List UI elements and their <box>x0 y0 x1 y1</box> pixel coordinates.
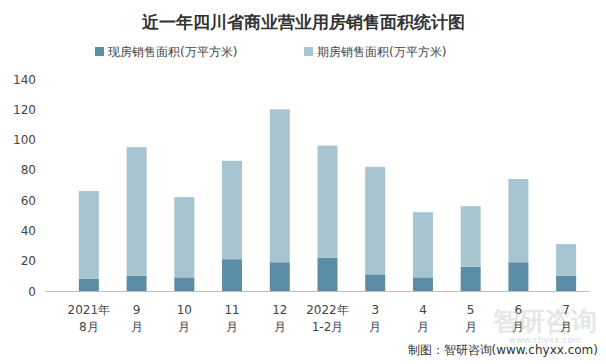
legend-swatch <box>304 47 313 56</box>
bar-segment <box>222 259 242 291</box>
x-tick-line: 4 <box>419 303 427 317</box>
x-tick-label: 11 月 <box>224 303 239 334</box>
y-tick-label: 140 <box>13 73 36 87</box>
x-tick-line: 10 <box>177 303 192 317</box>
x-tick-label: 2021年 8月 <box>68 303 111 334</box>
bar-segment <box>365 167 385 275</box>
bar-segment <box>174 277 194 291</box>
x-tick-label: 5月 <box>465 303 477 334</box>
bar-segment <box>79 279 99 291</box>
y-tick-label: 80 <box>21 163 36 177</box>
bar-segment <box>270 262 290 291</box>
x-tick-line: 3 <box>371 303 379 317</box>
bar-segment <box>127 276 147 291</box>
bar-segment <box>270 109 290 262</box>
x-tick-label: 6月 <box>512 303 524 334</box>
x-tick-line: 月 <box>465 320 477 334</box>
bar-segment <box>461 267 481 291</box>
x-tick-line: 月 <box>226 320 238 334</box>
x-tick-line: 5 <box>467 303 475 317</box>
y-tick-label: 20 <box>21 254 36 268</box>
bar-segment <box>318 258 338 291</box>
x-tick-label: 7月 <box>560 303 572 334</box>
source: 制图：智研咨询(www.chyxx.com) <box>408 343 598 357</box>
x-axis-line <box>45 291 590 292</box>
bar-segment <box>318 146 338 258</box>
bar-segment <box>508 262 528 291</box>
bar-segment <box>461 206 481 267</box>
bar-segment <box>508 179 528 262</box>
bar-segment <box>413 212 433 277</box>
y-tick-label: 120 <box>13 103 36 117</box>
x-tick-line: 月 <box>131 320 143 334</box>
x-tick-label: 10 月 <box>177 303 192 334</box>
x-tick-label: 9月 <box>131 303 143 334</box>
y-tick-label: 0 <box>28 285 36 299</box>
x-tick-line: 月 <box>417 320 429 334</box>
x-tick-line: 1-2月 <box>312 320 344 334</box>
y-tick-label: 40 <box>21 224 36 238</box>
chart-container: 智研咨询www.chyxx.com近一年四川省商业营业用房销售面积统计图现房销售… <box>0 0 606 364</box>
legend-label: 期房销售面积(万平方米) <box>317 45 446 59</box>
chart-svg: 智研咨询www.chyxx.com近一年四川省商业营业用房销售面积统计图现房销售… <box>0 0 606 364</box>
bar-segment <box>556 276 576 291</box>
x-tick-label: 4月 <box>417 303 429 334</box>
bar-segment <box>79 191 99 279</box>
x-tick-line: 11 <box>224 303 239 317</box>
bars <box>79 109 576 291</box>
x-tick-line: 月 <box>178 320 190 334</box>
bar-segment <box>127 147 147 276</box>
x-tick-line: 8月 <box>79 320 99 334</box>
legend-swatch <box>95 47 104 56</box>
title: 近一年四川省商业营业用房销售面积统计图 <box>141 12 465 32</box>
x-tick-line: 2022年 <box>306 303 349 317</box>
bar-segment <box>365 274 385 291</box>
y-tick-label: 100 <box>13 133 36 147</box>
bar-segment <box>556 244 576 276</box>
x-tick-label: 12 月 <box>272 303 287 334</box>
watermark: 智研咨询 <box>492 306 597 336</box>
bar-segment <box>222 161 242 259</box>
y-tick-label: 60 <box>21 194 36 208</box>
x-tick-line: 9 <box>133 303 141 317</box>
x-tick-line: 2021年 <box>68 303 111 317</box>
x-tick-line: 7 <box>562 303 570 317</box>
bar-segment <box>413 277 433 291</box>
x-tick-label: 3月 <box>369 303 381 334</box>
x-tick-line: 6 <box>515 303 523 317</box>
x-tick-line: 月 <box>274 320 286 334</box>
legend-label: 现房销售面积(万平方米) <box>108 45 237 59</box>
x-tick-line: 月 <box>512 320 524 334</box>
x-tick-label: 2022年 1-2月 <box>306 303 349 334</box>
x-tick-line: 12 <box>272 303 287 317</box>
x-tick-line: 月 <box>369 320 381 334</box>
x-tick-line: 月 <box>560 320 572 334</box>
bar-segment <box>174 197 194 277</box>
